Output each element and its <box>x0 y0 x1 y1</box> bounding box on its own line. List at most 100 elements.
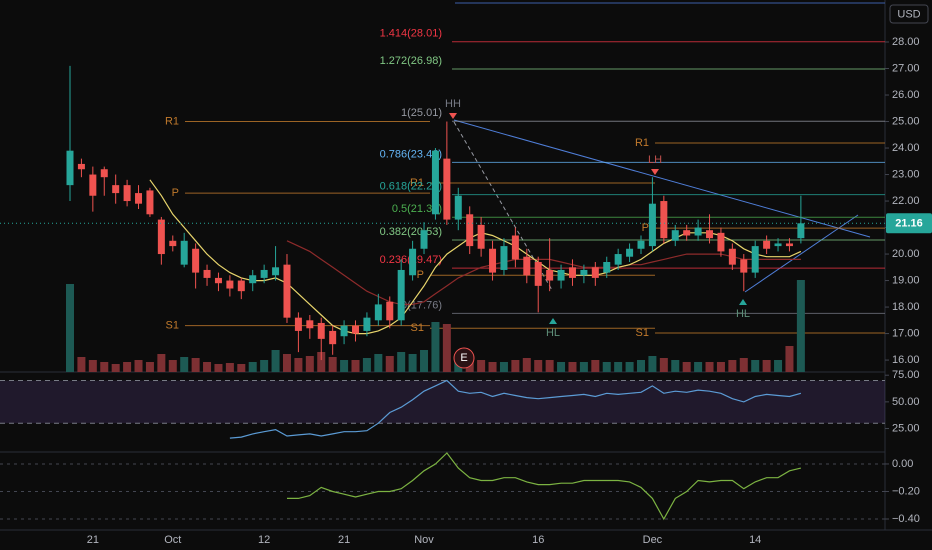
candle-body <box>260 269 268 278</box>
candle-body <box>329 330 337 345</box>
volume-bar <box>294 358 303 372</box>
pivot-label: S1 <box>636 327 649 339</box>
y-tick-label: 23.00 <box>892 168 920 180</box>
candle-body <box>317 322 325 339</box>
candle-body <box>477 224 485 249</box>
y-tick-label: −0.20 <box>892 485 920 497</box>
candle-body <box>340 325 348 337</box>
currency-box[interactable] <box>889 4 929 24</box>
y-tick-label: 25.00 <box>892 422 920 434</box>
volume-bar <box>579 362 588 372</box>
volume-bar <box>168 360 177 372</box>
volume-bar <box>88 360 97 372</box>
candle-body <box>374 304 382 321</box>
volume-bar <box>705 362 714 372</box>
volume-bar <box>637 360 645 372</box>
candle-body <box>66 150 74 186</box>
candle-body <box>660 201 668 239</box>
fib-label: 0.618(22.24) <box>380 181 442 193</box>
volume-bar <box>625 362 634 372</box>
y-tick-label: 22.00 <box>892 195 920 207</box>
candle-body <box>454 195 462 220</box>
y-tick-label: 26.00 <box>892 89 920 101</box>
candle-body <box>717 232 725 252</box>
candle-body <box>614 254 622 265</box>
volume-bar <box>557 362 566 372</box>
annotation: HL <box>546 327 560 339</box>
candle-body <box>352 325 359 334</box>
pivot-label: R1 <box>635 137 649 149</box>
volume-bar <box>648 356 657 372</box>
volume-bar <box>694 362 703 372</box>
annotation: E <box>460 352 467 364</box>
annotation: HH <box>445 98 461 110</box>
volume-bar <box>248 362 257 372</box>
volume-bar <box>602 362 611 372</box>
y-tick-label: 20.00 <box>892 248 920 260</box>
candle-body <box>397 269 405 321</box>
candle-body <box>763 240 771 249</box>
y-tick-label: 50.00 <box>892 396 920 408</box>
pivot-label: P <box>642 222 649 234</box>
candle-body <box>100 169 108 178</box>
annotation: LH <box>648 154 662 166</box>
volume-bar <box>488 362 497 372</box>
y-tick-label: 19.00 <box>892 274 920 286</box>
x-tick-label: 12 <box>258 534 270 546</box>
volume-bar <box>751 360 760 372</box>
y-tick-label: 17.00 <box>892 327 920 339</box>
candle-body <box>523 256 531 276</box>
volume-bar <box>671 360 680 372</box>
volume-bar <box>351 360 360 372</box>
y-tick-label: 0.00 <box>892 458 913 470</box>
candle-body <box>511 235 519 260</box>
candle-body <box>169 240 177 247</box>
volume-bar <box>123 362 132 372</box>
marker-arrow <box>651 169 659 175</box>
candle-body <box>135 193 143 204</box>
candle-body <box>363 317 371 331</box>
candle-body <box>603 262 611 273</box>
volume-bar <box>659 358 668 372</box>
pivot-label: P <box>172 187 179 199</box>
y-tick-label: 28.00 <box>892 36 920 48</box>
pivot-label: S1 <box>411 322 424 334</box>
candle-body <box>77 163 85 170</box>
volume-bar <box>614 362 623 372</box>
fib-label: 0.786(23.46) <box>380 148 442 160</box>
candle-body <box>637 240 645 249</box>
candle-body <box>420 230 428 249</box>
volume-bar <box>545 360 554 372</box>
volume-bar <box>785 346 794 372</box>
candle-body <box>557 269 565 281</box>
volume-bar <box>203 362 212 372</box>
candle-body <box>443 158 451 220</box>
y-tick-label: 27.00 <box>892 62 920 74</box>
volume-bar <box>362 358 371 372</box>
candle-body <box>534 262 542 286</box>
x-tick-label: 14 <box>749 534 761 546</box>
candle-body <box>500 246 508 270</box>
currency-label[interactable]: USD <box>897 8 920 20</box>
candle-body <box>180 240 188 265</box>
volume-bar <box>774 360 783 372</box>
moving-average <box>286 240 801 305</box>
volume-bar <box>317 352 326 372</box>
candle-body <box>192 248 200 273</box>
swing-line <box>453 121 553 291</box>
x-tick-label: Dec <box>643 534 663 546</box>
volume-bar <box>568 362 577 372</box>
fib-label: 0(17.76) <box>401 299 442 311</box>
marker-arrow <box>549 318 557 324</box>
candle-body <box>774 243 782 247</box>
candle-body <box>112 185 120 194</box>
candle-body <box>146 190 154 215</box>
volume-bar <box>522 358 531 372</box>
candle-body <box>226 280 234 289</box>
y-tick-label: −0.40 <box>892 513 920 525</box>
y-tick-label: 75.00 <box>892 369 920 381</box>
volume-bar <box>728 360 737 372</box>
candle-body <box>797 223 805 239</box>
volume-bar <box>442 324 451 372</box>
volume-bar <box>739 358 748 372</box>
